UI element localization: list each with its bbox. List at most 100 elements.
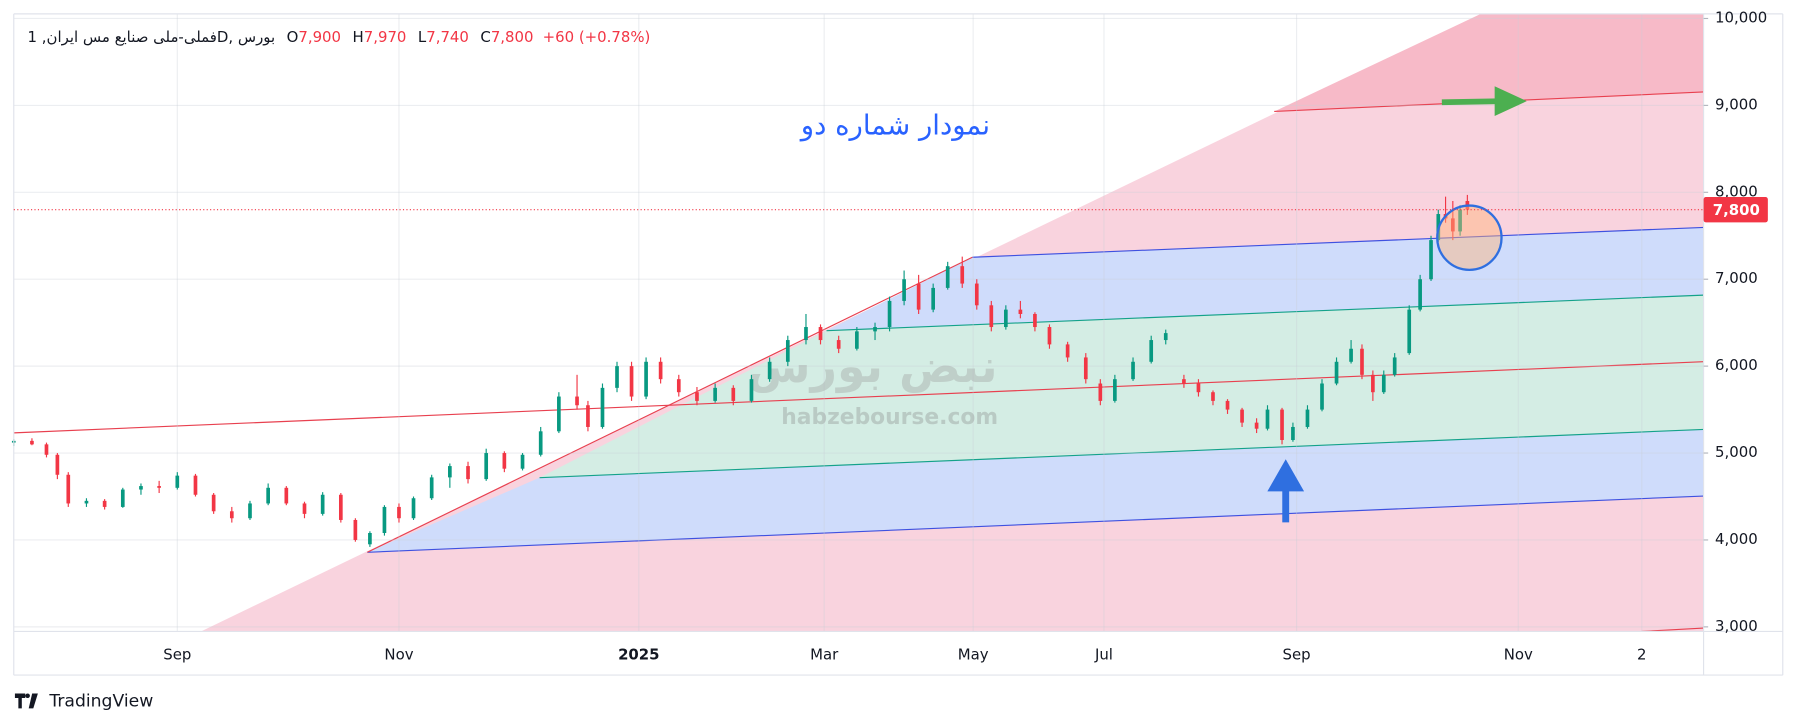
candles — [11, 194, 1470, 547]
fork-line — [972, 226, 1704, 258]
candle-body — [1240, 409, 1244, 423]
symbol: فملی-ملی صنایع مس ایران, 1D, بورس — [28, 28, 276, 46]
candle-body — [211, 494, 216, 512]
pitchfork-drawing — [13, 13, 1704, 633]
green-arrow — [1441, 86, 1527, 117]
candle-body — [175, 475, 180, 488]
last-price-label: 7,800 — [1713, 201, 1760, 219]
candle-body — [873, 327, 877, 332]
zone-blue — [367, 429, 1704, 553]
candle-body — [1280, 409, 1284, 441]
change: +60 (+0.78%) — [543, 28, 651, 46]
fork-handle — [367, 256, 973, 553]
candle-body — [30, 440, 34, 445]
candle-body — [855, 331, 859, 349]
y-tick-label: 6,000 — [1715, 356, 1758, 374]
candle-body — [302, 503, 307, 514]
candle-body — [960, 266, 965, 284]
ohlc-value: 7,740 — [426, 28, 469, 46]
candle-body — [575, 396, 579, 406]
candle-body — [84, 500, 89, 504]
candle-body — [931, 287, 936, 310]
candle-body — [1429, 240, 1433, 280]
candle-body — [586, 405, 590, 427]
candle-body — [945, 266, 950, 288]
candle-body — [1291, 426, 1295, 441]
watermark-site: habzebourse.com — [781, 405, 998, 430]
candle-body — [1371, 374, 1375, 393]
arrow-head — [1267, 459, 1305, 492]
ohlc-value: 7,800 — [491, 28, 534, 46]
ohlc-key: C — [480, 28, 490, 46]
candle-body — [676, 379, 681, 393]
candle-body — [44, 444, 49, 455]
x-tick-label: 2025 — [618, 646, 660, 664]
grid — [13, 13, 1704, 632]
candle-body — [658, 361, 663, 380]
y-tick-label: 10,000 — [1715, 8, 1767, 26]
candle-body — [484, 453, 489, 480]
fork-line — [826, 294, 1704, 332]
candle-body — [731, 387, 736, 401]
candle-body — [1083, 357, 1088, 380]
candle-body — [713, 387, 717, 401]
candle-body — [368, 533, 372, 545]
candle-body — [644, 361, 648, 397]
candle-body — [989, 305, 994, 328]
candle-body — [916, 283, 921, 310]
candle-body — [902, 279, 906, 301]
x-tick-label: May — [958, 646, 989, 664]
candle-body — [1047, 327, 1052, 345]
candle-body — [502, 453, 507, 469]
candle-body — [66, 474, 71, 504]
ohlc-value: 7,970 — [364, 28, 407, 46]
x-tick-label: Sep — [1283, 646, 1311, 664]
arrow-head — [1494, 86, 1527, 117]
candle-body — [615, 366, 619, 388]
x-tick-label: Jul — [1094, 646, 1113, 664]
candle-body — [629, 366, 634, 397]
header: فملی-ملی صنایع مس ایران, 1D, بورس O7,900 H… — [28, 28, 651, 46]
candle-body — [1065, 344, 1070, 358]
candle-body — [466, 466, 470, 480]
y-tick-label: 5,000 — [1715, 443, 1758, 461]
candle-body — [804, 327, 808, 341]
y-tick-label: 4,000 — [1715, 530, 1758, 548]
candle-body — [1196, 383, 1201, 393]
zone-red — [1274, 13, 1704, 112]
zone-blue — [826, 227, 1704, 331]
candle-body — [411, 498, 416, 519]
fork-line — [539, 428, 1704, 479]
blue-arrow — [1267, 459, 1305, 523]
ohlc-key: O — [287, 28, 299, 46]
candle-body — [974, 283, 979, 306]
x-tick-label: 2 — [1637, 646, 1646, 664]
candle-body — [1418, 279, 1422, 310]
candle-body — [1349, 348, 1353, 362]
candle-body — [353, 519, 358, 540]
candle-body — [1360, 348, 1364, 375]
candle-body — [1392, 357, 1397, 375]
candle-body — [785, 340, 790, 362]
ohlc-key: L — [418, 28, 427, 46]
candle-body — [767, 361, 772, 380]
median-line — [13, 361, 1704, 434]
candle-body — [1320, 383, 1324, 410]
candle-body — [1458, 209, 1462, 232]
candle-body — [887, 300, 892, 328]
x-tick-label: Sep — [163, 646, 191, 664]
candle-body — [266, 487, 270, 504]
candle-body — [600, 387, 605, 427]
highlight-circle — [1436, 204, 1503, 272]
candle-body — [397, 506, 401, 519]
candle-body — [1225, 400, 1230, 410]
candle-body — [695, 392, 699, 401]
candle-body — [836, 340, 841, 349]
branding: TradingView — [14, 692, 153, 712]
candle-body — [1098, 383, 1103, 401]
candle-body — [120, 489, 125, 507]
candle-body — [520, 454, 525, 469]
candle-body — [229, 511, 234, 519]
candle-body — [1334, 361, 1339, 384]
